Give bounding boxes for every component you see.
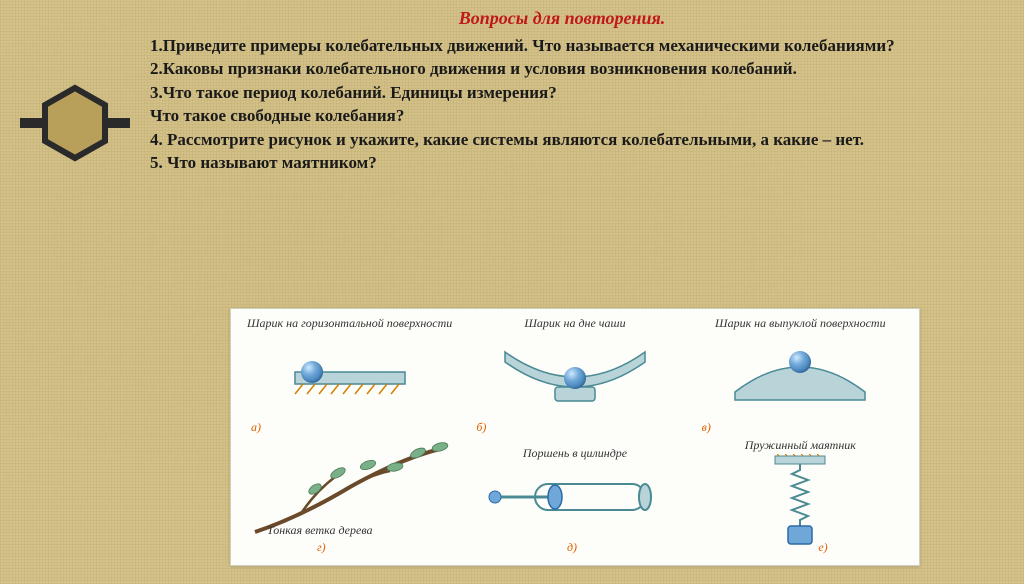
questions-block: 1.Приведите примеры колебательных движен… [150, 35, 994, 175]
question-3a: 3.Что такое период колебаний. Единицы из… [150, 82, 994, 104]
figure-cell-e: Поршень в цилиндре д) [462, 437, 687, 557]
label-a: а) [251, 420, 261, 435]
figure-cell-a: Шарик на горизонтальной поверхности а) [237, 317, 462, 437]
ball-icon [564, 367, 586, 389]
diagram-ball-flat-icon [275, 332, 425, 407]
figure-cell-d: Тонкая ветка дерева г) [237, 437, 462, 557]
label-c: в) [702, 420, 711, 435]
caption-b: Шарик на дне чаши [524, 317, 625, 330]
question-1: 1.Приведите примеры колебательных движен… [150, 35, 994, 57]
question-4: 4. Рассмотрите рисунок и укажите, какие … [150, 129, 994, 151]
question-5: 5. Что называют маятником? [150, 152, 994, 174]
caption-c: Шарик на выпуклой поверхности [715, 317, 886, 330]
question-3b: Что такое свободные колебания? [150, 105, 994, 127]
label-b: б) [476, 420, 486, 435]
figure-cell-c: Шарик на выпуклой поверхности в) [688, 317, 913, 437]
label-e: д) [567, 540, 577, 555]
caption-f: Пружинный маятник [745, 439, 856, 452]
diagram-piston-icon [485, 462, 665, 532]
diagram-spring-pendulum-icon [745, 454, 855, 554]
slide-title: Вопросы для повторения. [120, 8, 1004, 29]
figure-cell-b: Шарик на дне чаши б) [462, 317, 687, 437]
caption-d: Тонкая ветка дерева [267, 524, 372, 537]
figure-cell-f: Пружинный маятник е) [688, 437, 913, 557]
question-2: 2.Каковы признаки колебательного движени… [150, 58, 994, 80]
label-d: г) [317, 540, 326, 555]
slide-decoration [20, 48, 130, 248]
label-f: е) [818, 540, 827, 555]
caption-e: Поршень в цилиндре [523, 447, 627, 460]
caption-a: Шарик на горизонтальной поверхности [247, 317, 452, 330]
physics-figure-panel: Шарик на горизонтальной поверхности а) Ш… [230, 308, 920, 566]
ball-icon [301, 361, 323, 383]
